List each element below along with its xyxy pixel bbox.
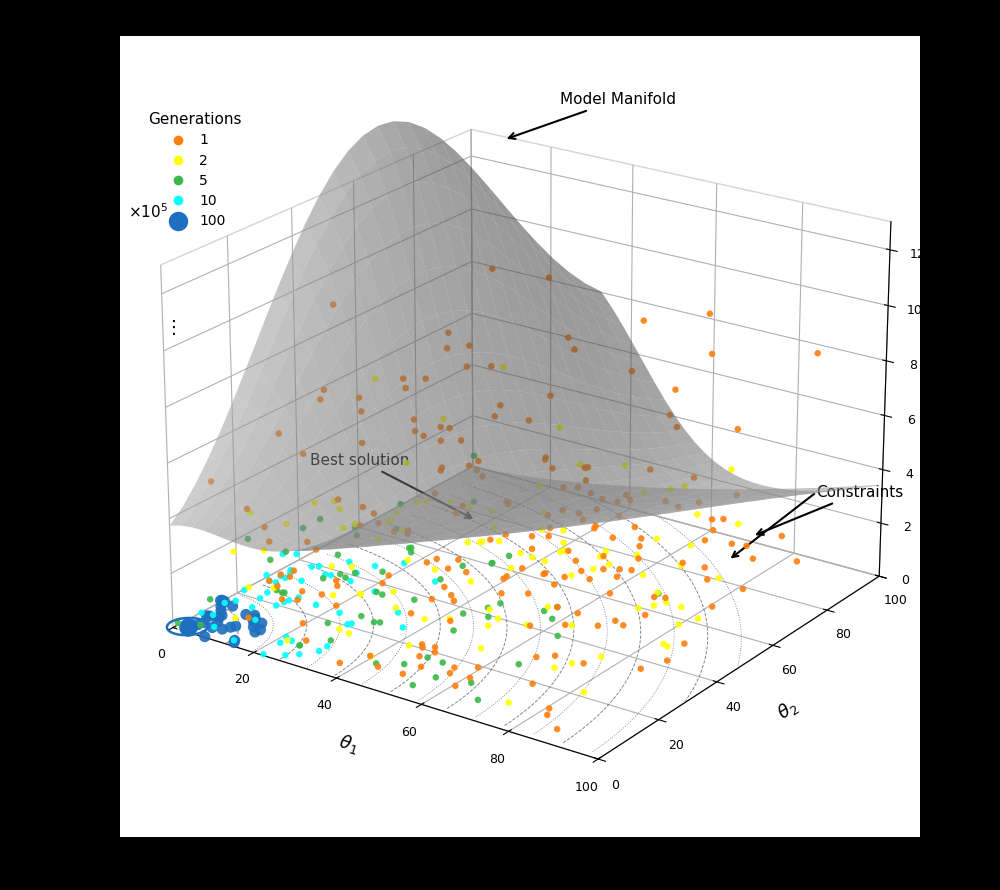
Text: $\times 10^5$: $\times 10^5$ [128, 202, 168, 222]
Legend: 1, 2, 5, 10, 100: 1, 2, 5, 10, 100 [142, 107, 247, 234]
Text: ⋮: ⋮ [165, 319, 183, 337]
Text: Constraints: Constraints [757, 485, 904, 535]
X-axis label: $\theta_1$: $\theta_1$ [336, 732, 361, 757]
Text: Best solution: Best solution [310, 453, 471, 518]
Text: Model Manifold: Model Manifold [509, 93, 676, 139]
Y-axis label: $\theta_2$: $\theta_2$ [773, 696, 801, 724]
